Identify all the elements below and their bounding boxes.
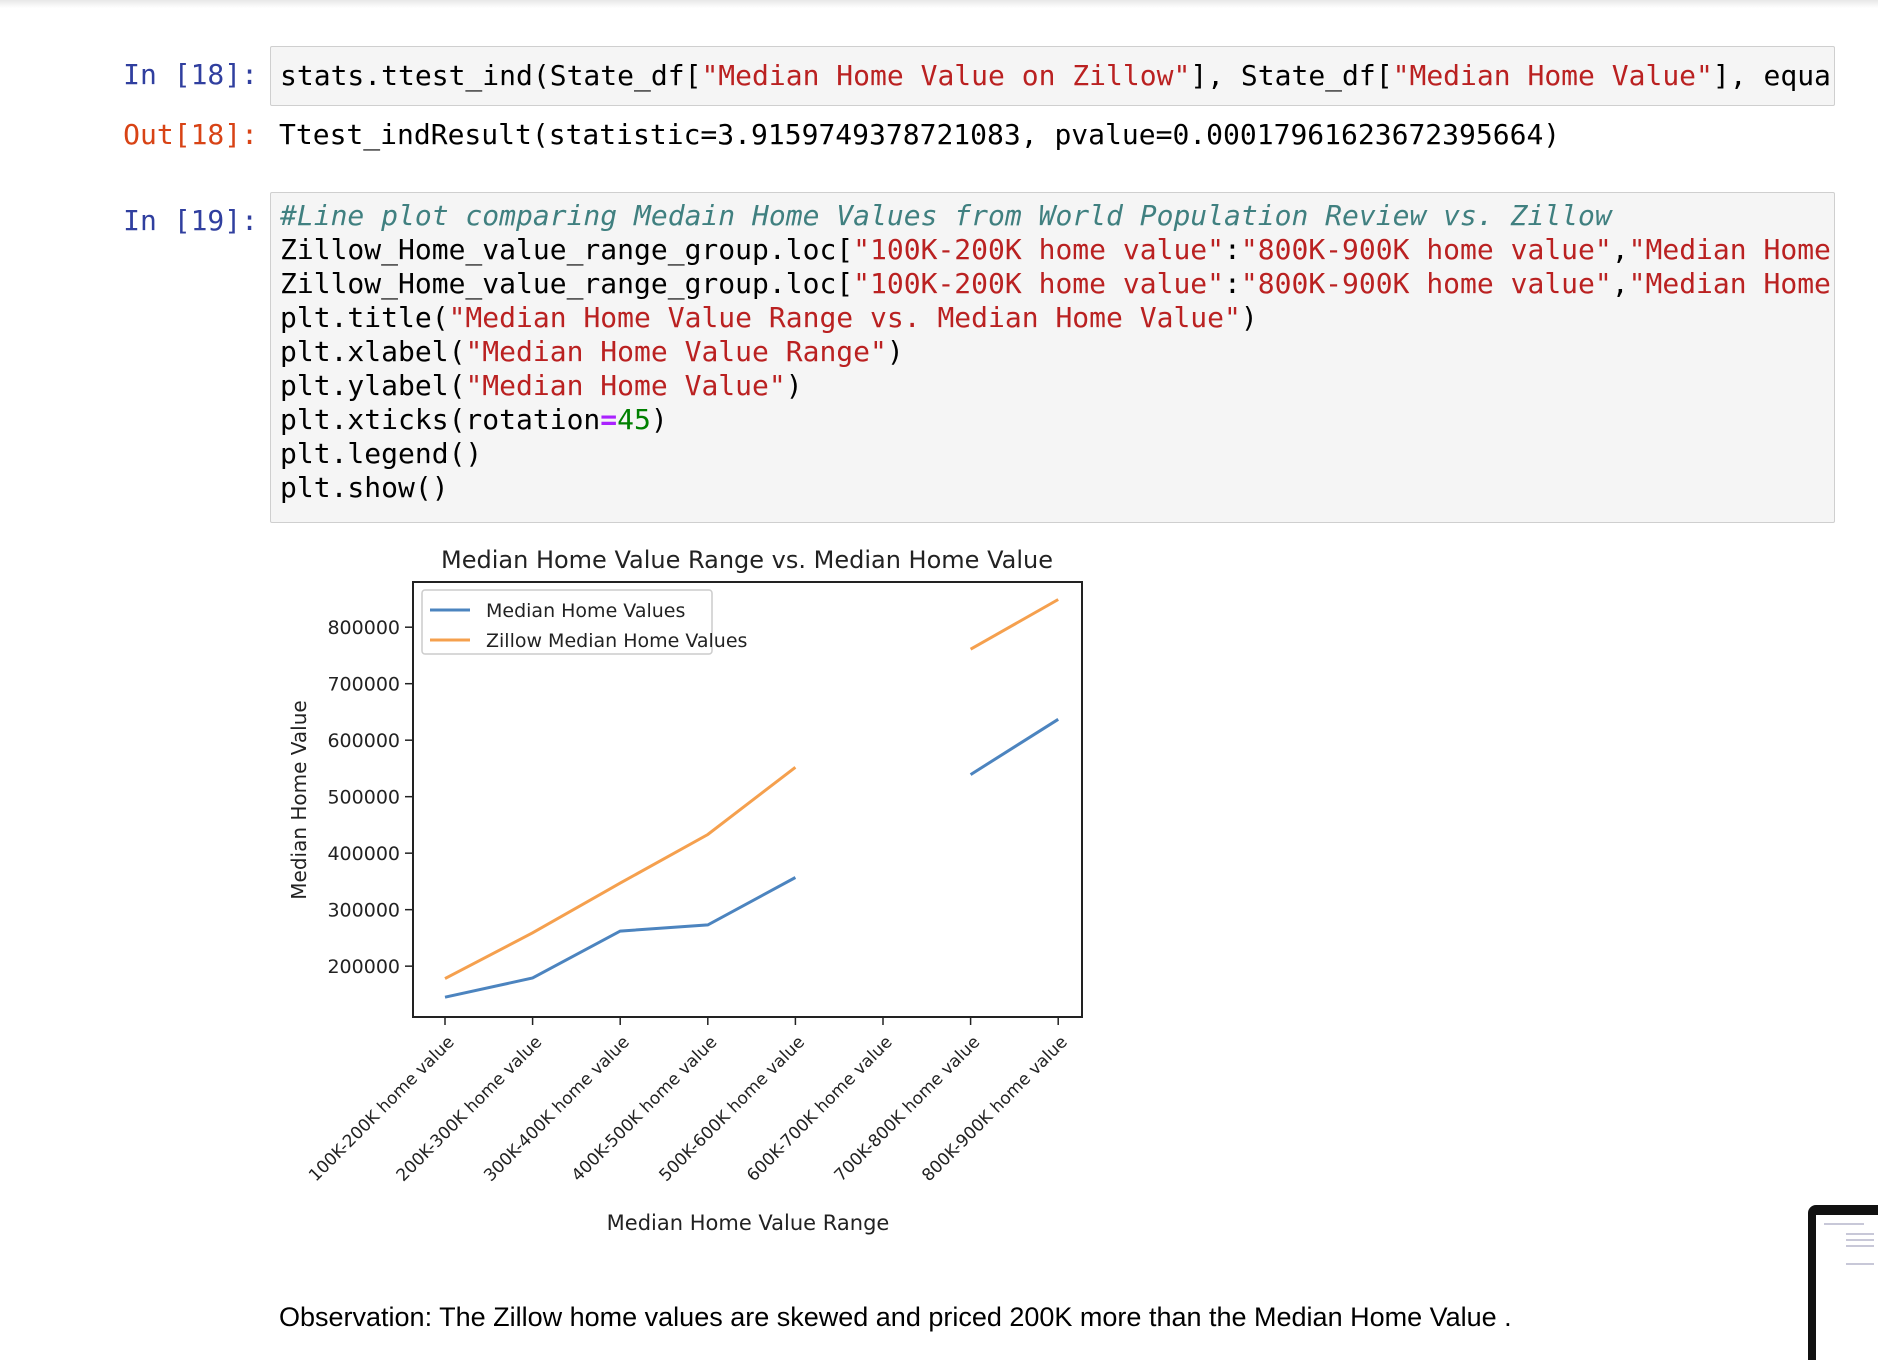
screenshot-thumbnail[interactable]: [1808, 1205, 1878, 1360]
series-line: [969, 718, 1060, 776]
x-tick-label: 700K-800K home value: [831, 1032, 984, 1185]
notebook-top-shadow: [0, 0, 1878, 8]
x-axis-label: Median Home Value Range: [607, 1211, 890, 1235]
series-lines: [444, 598, 1060, 999]
code-line: stats.ttest_ind(State_df["Median Home Va…: [280, 59, 1831, 92]
output-prompt-18: Out[18]:: [123, 118, 258, 151]
x-tick-label: 200K-300K home value: [393, 1032, 546, 1185]
code-line: plt.xlabel("Median Home Value Range"): [280, 335, 904, 368]
thumbnail-preview: [1816, 1215, 1878, 1360]
chart-title: Median Home Value Range vs. Median Home …: [441, 546, 1053, 574]
y-tick-label: 700000: [327, 674, 400, 696]
code-input-18[interactable]: stats.ttest_ind(State_df["Median Home Va…: [270, 46, 1835, 106]
code-line: plt.xticks(rotation=45): [280, 403, 668, 436]
line-chart: Median Home Value Range vs. Median Home …: [287, 546, 1083, 1235]
x-tick-label: 100K-200K home value: [305, 1032, 458, 1185]
x-tick-label: 600K-700K home value: [743, 1032, 896, 1185]
legend-box: [421, 589, 713, 655]
code-line: plt.legend(): [280, 437, 483, 470]
y-tick-label: 500000: [327, 787, 400, 809]
series-line: [444, 876, 797, 999]
series-line: [969, 598, 1059, 651]
code-line: plt.title("Median Home Value Range vs. M…: [280, 301, 1258, 334]
input-prompt-19: In [19]:: [123, 204, 258, 237]
y-tick-label: 800000: [327, 617, 400, 639]
code-line: #Line plot comparing Medain Home Values …: [280, 199, 1612, 232]
plot-frame: [412, 581, 1083, 1018]
code-input-19[interactable]: #Line plot comparing Medain Home Values …: [270, 192, 1835, 523]
x-tick-label: 800K-900K home value: [918, 1032, 1071, 1185]
ttest-output: Ttest_indResult(statistic=3.915974937872…: [279, 118, 1561, 151]
legend-label: Zillow Median Home Values: [486, 630, 747, 652]
x-tick-label: 500K-600K home value: [656, 1032, 809, 1185]
legend-label: Median Home Values: [486, 600, 685, 622]
series-line: [444, 766, 797, 980]
y-axis: 200000 300000 400000 500000 600000 700000 8000…: [327, 617, 413, 978]
y-tick-label: 400000: [327, 843, 400, 865]
y-tick-label: 200000: [327, 956, 400, 978]
x-tick-label: 400K-500K home value: [568, 1032, 721, 1185]
y-tick-label: 600000: [327, 730, 400, 752]
code-line: plt.ylabel("Median Home Value"): [280, 369, 803, 402]
code-line: Zillow_Home_value_range_group.loc["100K-…: [280, 233, 1831, 266]
input-prompt-18: In [18]:: [123, 58, 258, 91]
chart-legend: Median Home Values Zillow Median Home Val…: [421, 589, 747, 655]
y-tick-label: 300000: [327, 900, 400, 922]
y-axis-label: Median Home Value: [287, 700, 311, 899]
x-tick-label: 300K-400K home value: [480, 1032, 633, 1185]
code-line: Zillow_Home_value_range_group.loc["100K-…: [280, 267, 1831, 300]
observation-text: Observation: The Zillow home values are …: [279, 1302, 1512, 1332]
code-line: plt.show(): [280, 471, 449, 504]
